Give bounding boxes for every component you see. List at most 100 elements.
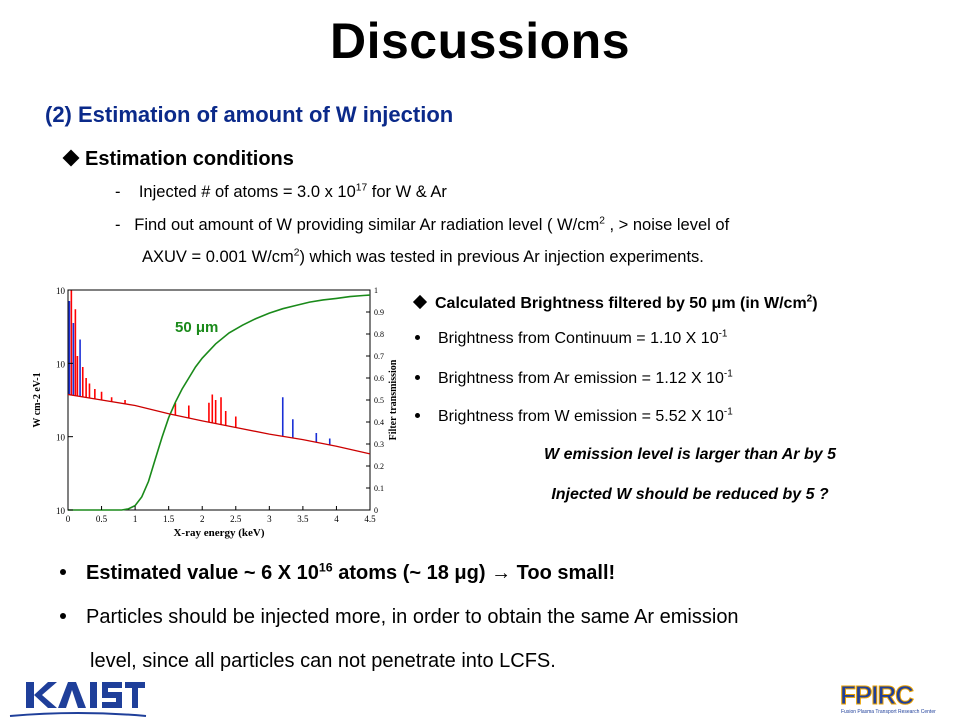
condition-2-text: Find out amount of W providing similar A… [134, 216, 600, 234]
condition-3-exp: 2 [293, 247, 300, 259]
y-left-tick-label: 10 [56, 359, 66, 369]
x-tick-label: 3.5 [297, 514, 309, 524]
conclusion-2: Injected W should be reduced by 5 ? [551, 486, 829, 503]
y-right-tick-label: 0.2 [374, 462, 384, 471]
x-tick-label: 4.5 [364, 514, 376, 524]
kaist-mark-s [102, 682, 122, 708]
spectrum-chart: 0 0.5 1 1.5 2 2.5 3 3.5 4 4.5 0 0.1 0.2 0.3 0.4 0.5 0.6… [32, 286, 399, 539]
y-right-tick-label: 0.1 [374, 484, 384, 493]
brightness-w-text: Brightness from W emission = 5.52 X 10 [438, 408, 724, 425]
brightness-item: Brightness from W emission = 5.52 X 10-1 [415, 406, 733, 426]
page-title: Discussions [329, 13, 631, 69]
bullet-icon [60, 613, 66, 619]
y-right-tick-label: 0 [374, 506, 378, 515]
x-tick-label: 1 [133, 514, 138, 524]
kaist-mark-i [90, 682, 97, 708]
x-ticks: 0 0.5 1 1.5 2 2.5 3 3.5 4 4.5 [66, 506, 376, 524]
mu-symbol: μ [454, 562, 467, 584]
y-right-tick-label: 0.9 [374, 308, 384, 317]
y-left-tick-label: 10 [56, 286, 66, 296]
condition-2-exp: 2 [599, 215, 605, 227]
condition-line-1: - Injected # of atoms = 3.0 x 1017 for W… [115, 183, 447, 202]
fpirc-tagline: Fusion Plasma Transport Research Center [841, 709, 936, 715]
kaist-mark-a [58, 682, 86, 708]
condition-1-exp: 17 [355, 182, 368, 194]
y-left-tick-label: 10 [56, 433, 66, 443]
estimate-text: Estimated value ~ 6 X 10 [86, 562, 319, 584]
estimate-verdict: Too small! [511, 562, 616, 584]
estimate-unit: g) [466, 562, 492, 584]
x-tick-label: 3 [267, 514, 272, 524]
x-tick-label: 0.5 [96, 514, 108, 524]
right-arrow-icon: → [491, 562, 512, 584]
dash-bullet: - [115, 216, 121, 234]
y-right-tick-label: 0.5 [374, 396, 384, 405]
emission-lines [68, 290, 331, 445]
kaist-mark-t [125, 682, 145, 708]
y-right-tick-label: 0.4 [374, 418, 384, 427]
kaist-logo [9, 682, 147, 717]
brightness-exp: -1 [718, 328, 728, 340]
brightness-ar-text: Brightness from Ar emission = 1.12 X 10 [438, 370, 724, 387]
condition-line-2: - Find out amount of W providing similar… [115, 216, 729, 235]
kaist-swoosh [9, 712, 147, 717]
y-left-tick-label: 10 [56, 506, 66, 516]
brightness-exp: -1 [723, 368, 733, 380]
x-tick-label: 2 [200, 514, 205, 524]
x-axis-label: X-ray energy (keV) [173, 527, 264, 539]
brightness-exp: -1 [723, 406, 733, 418]
dash-bullet: - [115, 183, 121, 201]
y-right-axis-label: Filter transmission [388, 359, 399, 440]
condition-1-text: Injected # of atoms = 3.0 x 10 [138, 183, 356, 201]
particles-item: Particles should be injected more, in or… [60, 606, 739, 629]
brightness-heading-close: ) [812, 295, 818, 312]
estimate-item: Estimated value ~ 6 X 1016 atoms (~ 18 μ… [60, 560, 616, 585]
condition-1-suffix: for W & Ar [367, 183, 447, 201]
bullet-icon [415, 375, 420, 380]
y-left-axis-label: W cm-2 eV-1 [32, 372, 43, 427]
y-right-ticks: 0 0.1 0.2 0.3 0.4 0.5 0.6 0.7 0.8 0.9 1 [366, 286, 384, 515]
brightness-item: Brightness from Ar emission = 1.12 X 10-… [415, 368, 733, 388]
x-tick-label: 4 [334, 514, 339, 524]
particles-text-line1: Particles should be injected more, in or… [86, 606, 739, 628]
brightness-heading-exp: 2 [806, 293, 813, 305]
conclusion-1: W emission level is larger than Ar by 5 [544, 446, 836, 463]
diamond-bullet-icon [412, 294, 428, 310]
bullet-icon [60, 569, 66, 575]
section-subtitle: (2) Estimation of amount of W injection [45, 102, 454, 127]
plot-frame [67, 289, 371, 511]
estimate-atoms: atoms (~ 18 [332, 562, 455, 584]
brightness-continuum-text: Brightness from Continuum = 1.10 X 10 [438, 330, 719, 347]
brightness-heading: Calculated Brightness filtered by 50 μm … [412, 293, 818, 313]
condition-2-suffix: , > noise level of [604, 216, 730, 234]
series-filter [68, 294, 371, 511]
condition-3-text: AXUV = 0.001 W/cm [142, 248, 294, 266]
brightness-heading-text: Calculated Brightness filtered by 50 [435, 295, 712, 312]
y-right-tick-label: 0.7 [374, 352, 384, 361]
particles-item-cont: level, since all particles can not penet… [90, 650, 556, 672]
y-right-tick-label: 0.6 [374, 374, 384, 383]
mu-symbol: μ [711, 295, 722, 312]
brightness-item: Brightness from Continuum = 1.10 X 10-1 [415, 328, 728, 348]
conditions-heading-text: Estimation conditions [85, 148, 294, 170]
kaist-mark-k2 [34, 682, 57, 708]
bullet-icon [415, 413, 420, 418]
filter-annotation: 50 μm [175, 319, 218, 336]
x-tick-label: 1.5 [163, 514, 175, 524]
conditions-heading: Estimation conditions [62, 148, 294, 171]
fpirc-wordmark: FPIRC [840, 680, 914, 710]
y-right-tick-label: 1 [374, 286, 378, 295]
y-right-tick-label: 0.3 [374, 440, 384, 449]
bullet-icon [415, 335, 420, 340]
fpirc-logo: FPIRC Fusion Plasma Transport Research C… [840, 680, 937, 715]
x-tick-label: 2.5 [230, 514, 242, 524]
kaist-mark-k [26, 682, 34, 708]
y-left-ticks: 10 10 10 10 [56, 286, 73, 516]
series-continuum [67, 393, 371, 455]
condition-3-suffix: ) which was tested in previous Ar inject… [299, 248, 704, 266]
condition-line-3: AXUV = 0.001 W/cm2) which was tested in … [142, 248, 704, 267]
y-right-tick-label: 0.8 [374, 330, 384, 339]
brightness-heading-unit: m (in W/cm [721, 295, 807, 312]
estimate-exp: 16 [318, 560, 333, 575]
diamond-bullet-icon [62, 149, 80, 167]
